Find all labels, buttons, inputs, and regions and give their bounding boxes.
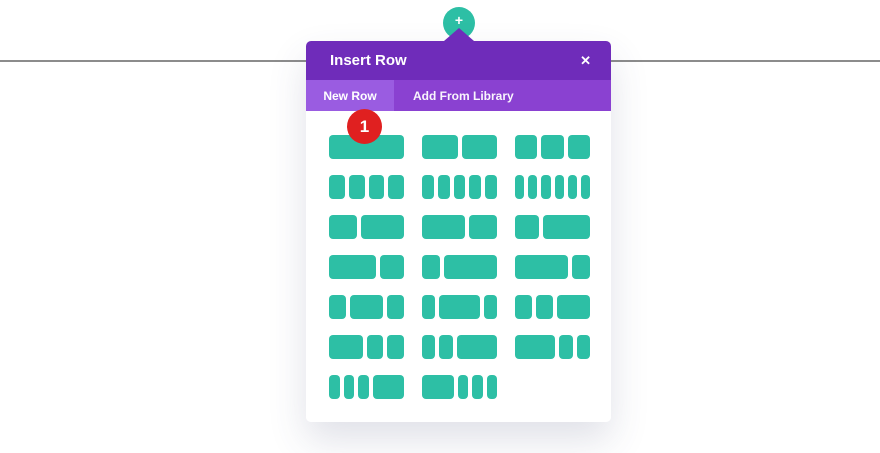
column-block (468, 215, 497, 239)
column-block (439, 295, 480, 319)
column-block (329, 215, 358, 239)
column-block (361, 215, 404, 239)
column-block (422, 215, 465, 239)
layout-option-1_4-1_2-1_4[interactable] (329, 295, 404, 319)
column-block (515, 175, 525, 199)
column-block (453, 175, 466, 199)
layout-option-1_2-1_2[interactable] (422, 135, 497, 159)
layout-option-2_5-3_5[interactable] (329, 215, 404, 239)
column-block (515, 335, 556, 359)
column-block (554, 175, 564, 199)
column-block (542, 215, 590, 239)
column-block (368, 175, 385, 199)
column-block (422, 295, 436, 319)
layout-option-1_4-3_4[interactable] (422, 255, 497, 279)
layout-option-1_3-1_3-1_3[interactable] (515, 135, 590, 159)
column-block (366, 335, 384, 359)
modal-title: Insert Row (330, 52, 407, 69)
layout-option-3_5-1_5-1_5[interactable] (515, 335, 591, 359)
layout-option-1_5-x5[interactable] (422, 175, 497, 199)
column-block (483, 295, 498, 319)
tab-add-from-library[interactable]: Add From Library (394, 80, 533, 111)
layout-option-1_5-1_5-3_5[interactable] (422, 335, 498, 359)
insert-row-modal: Insert Row ✕ New Row Add From Library 1 (306, 28, 611, 422)
tab-new-row[interactable]: New Row (306, 80, 394, 111)
layout-option-1_2-1_6-1_6-1_6[interactable] (422, 375, 497, 399)
modal-tab-bar: New Row Add From Library (306, 80, 611, 111)
column-block (469, 175, 482, 199)
column-block (515, 255, 569, 279)
column-block (437, 175, 450, 199)
column-block (515, 135, 538, 159)
column-block (387, 295, 404, 319)
column-block (380, 255, 404, 279)
column-block (422, 335, 436, 359)
layout-option-1_3-2_3[interactable] (515, 215, 590, 239)
column-block (541, 175, 551, 199)
column-block (422, 135, 458, 159)
modal-caret (443, 28, 474, 41)
column-block (422, 175, 434, 199)
modal-body (306, 111, 611, 422)
layout-option-1_4-1_4-1_2[interactable] (515, 295, 590, 319)
column-block (422, 375, 454, 399)
column-block (388, 175, 404, 199)
close-icon: ✕ (580, 53, 591, 68)
column-block (329, 175, 345, 199)
close-button[interactable]: ✕ (580, 54, 591, 67)
column-block (343, 375, 354, 399)
column-block (541, 135, 564, 159)
step-1-badge: 1 (347, 109, 382, 144)
modal-header: Insert Row ✕ (306, 41, 611, 80)
column-block (349, 295, 384, 319)
column-block (387, 335, 404, 359)
plus-icon: + (454, 12, 464, 28)
column-block (567, 175, 577, 199)
column-block (422, 255, 440, 279)
tab-new-row-label: New Row (323, 88, 377, 103)
column-block (567, 135, 590, 159)
column-block (329, 295, 346, 319)
layout-option-2_3-1_3[interactable] (329, 255, 404, 279)
column-block (329, 375, 340, 399)
column-block (461, 135, 497, 159)
column-block (358, 375, 369, 399)
step-1-badge-label: 1 (359, 116, 370, 136)
layout-option-1_2-1_4-1_4[interactable] (329, 335, 404, 359)
column-block (443, 255, 497, 279)
column-block (348, 175, 365, 199)
column-block (472, 375, 483, 399)
layout-option-1_4-x4[interactable] (329, 175, 404, 199)
layout-option-3_4-1_4[interactable] (515, 255, 590, 279)
layout-option-3_5-2_5[interactable] (422, 215, 497, 239)
column-block (572, 255, 590, 279)
column-block (329, 255, 377, 279)
column-block (457, 375, 468, 399)
layout-option-1_6-1_6-1_6-1_2[interactable] (329, 375, 404, 399)
column-block (485, 175, 497, 199)
column-block (528, 175, 538, 199)
layout-option-1_5-3_5-1_5[interactable] (422, 295, 498, 319)
column-block (576, 335, 591, 359)
column-block (329, 335, 363, 359)
column-block (580, 175, 591, 199)
column-block (556, 295, 590, 319)
column-block (559, 335, 573, 359)
column-block (515, 215, 539, 239)
column-block (486, 375, 497, 399)
column-block (515, 295, 532, 319)
column-block (439, 335, 453, 359)
layout-option-1_6-x6[interactable] (515, 175, 591, 199)
layout-grid (329, 135, 591, 399)
column-block (456, 335, 498, 359)
column-block (372, 375, 404, 399)
column-block (535, 295, 553, 319)
tab-add-from-library-label: Add From Library (413, 88, 514, 103)
